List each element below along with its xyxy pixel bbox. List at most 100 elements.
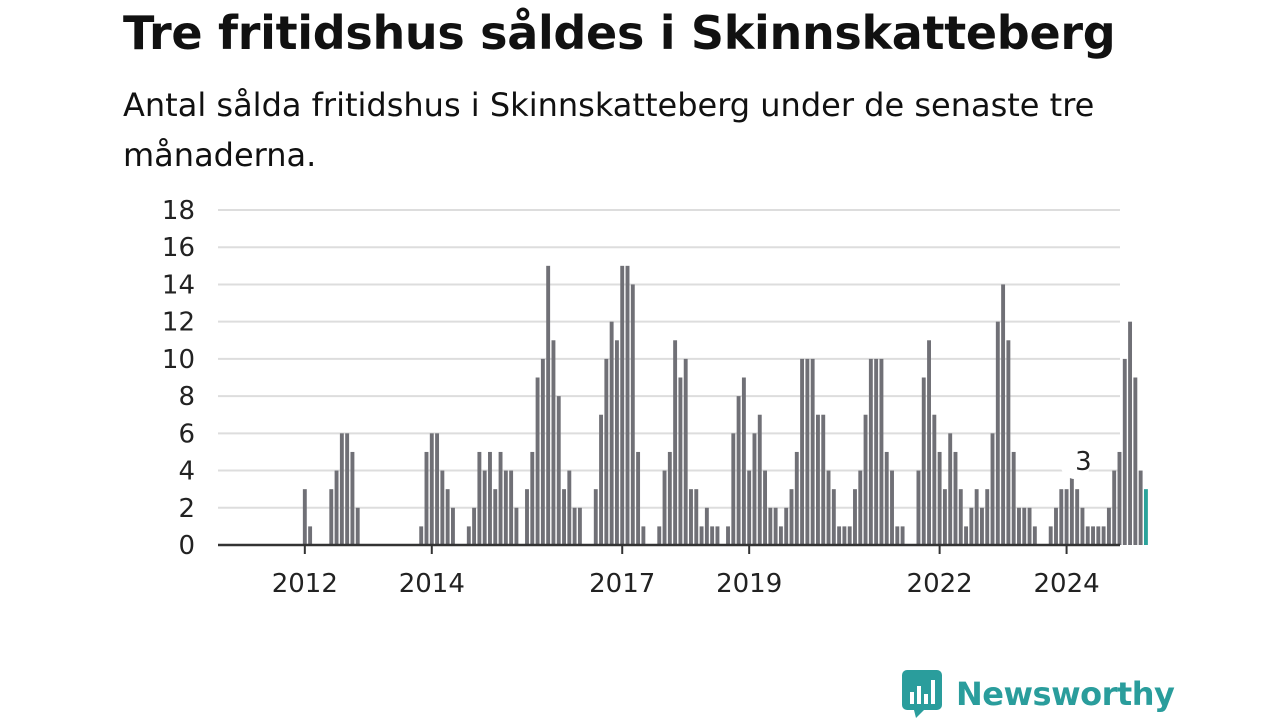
bar xyxy=(794,451,799,545)
bar xyxy=(429,433,434,545)
bar xyxy=(530,451,535,545)
bar xyxy=(445,489,450,545)
bar xyxy=(556,396,561,545)
y-tick-label: 4 xyxy=(178,457,195,487)
bar xyxy=(1096,526,1101,545)
bar xyxy=(699,526,704,545)
bar xyxy=(577,507,582,545)
bar xyxy=(334,470,339,545)
bar xyxy=(858,470,863,545)
bar xyxy=(1085,526,1090,545)
bar xyxy=(567,470,572,545)
bar xyxy=(1122,358,1127,545)
bar xyxy=(657,526,662,545)
bar xyxy=(773,507,778,545)
x-tick-label: 2019 xyxy=(716,569,782,599)
bar xyxy=(831,489,836,545)
bar xyxy=(974,489,979,545)
bar xyxy=(466,526,471,545)
bar xyxy=(805,358,810,545)
bar xyxy=(1080,507,1085,545)
bar xyxy=(741,377,746,545)
bar xyxy=(1011,451,1016,545)
chart-subtitle: Antal sålda fritidshus i Skinnskatteberg… xyxy=(123,86,1095,174)
bar xyxy=(979,507,984,545)
bar xyxy=(1006,340,1011,545)
bar xyxy=(339,433,344,545)
bar xyxy=(683,358,688,545)
y-tick-label: 10 xyxy=(162,345,195,375)
bar xyxy=(673,340,678,545)
bar xyxy=(726,526,730,545)
bar xyxy=(540,358,545,545)
bar xyxy=(1133,377,1138,545)
x-tick-label: 2017 xyxy=(589,569,655,599)
bar xyxy=(355,507,360,545)
bar xyxy=(482,470,487,545)
bar xyxy=(350,451,355,545)
x-tick-label: 2024 xyxy=(1033,569,1099,599)
bar xyxy=(747,470,752,545)
bar xyxy=(1101,526,1106,545)
bar xyxy=(958,489,963,545)
bar xyxy=(525,489,529,545)
bar xyxy=(863,414,868,545)
bar xyxy=(842,526,847,545)
bar xyxy=(1027,507,1032,545)
y-tick-label: 6 xyxy=(178,419,195,449)
bar xyxy=(662,470,667,545)
bar xyxy=(604,358,609,545)
bar xyxy=(1064,489,1069,545)
bar xyxy=(440,470,445,545)
x-tick-label: 2012 xyxy=(272,569,338,599)
bar xyxy=(1069,470,1074,545)
bar xyxy=(853,489,857,545)
bar xyxy=(704,507,709,545)
bar xyxy=(424,451,429,545)
bar xyxy=(308,526,313,545)
bar xyxy=(450,507,455,545)
bar xyxy=(514,507,519,545)
bar xyxy=(942,489,947,545)
bar xyxy=(488,451,492,545)
bar xyxy=(985,489,990,545)
bar xyxy=(884,451,889,545)
y-tick-label: 18 xyxy=(162,196,195,226)
bar xyxy=(921,377,926,545)
bar xyxy=(1091,526,1095,545)
bar xyxy=(546,265,551,545)
bar xyxy=(1022,507,1027,545)
bar xyxy=(916,470,921,545)
bar xyxy=(599,414,604,545)
bar xyxy=(826,470,831,545)
bar xyxy=(1001,284,1006,545)
bar xyxy=(874,358,879,545)
bar xyxy=(731,433,736,545)
bar xyxy=(641,526,646,545)
bar xyxy=(927,340,931,545)
bar-latest xyxy=(1143,489,1148,545)
bar xyxy=(784,507,789,545)
bar xyxy=(995,321,1000,545)
bar xyxy=(572,507,577,545)
y-tick-label: 8 xyxy=(178,382,195,412)
bar xyxy=(757,414,762,545)
bar xyxy=(503,470,508,545)
y-tick-label: 0 xyxy=(178,531,195,561)
y-tick-label: 12 xyxy=(162,308,195,338)
bar xyxy=(551,340,556,545)
bar xyxy=(477,451,482,545)
bar xyxy=(472,507,477,545)
chart-title: Tre fritidshus såldes i Skinnskatteberg xyxy=(123,6,1116,60)
bar xyxy=(932,414,937,545)
bar xyxy=(1112,470,1117,545)
bar xyxy=(948,433,953,545)
bar xyxy=(1059,489,1064,545)
bar xyxy=(620,265,625,545)
bar xyxy=(778,526,783,545)
bar xyxy=(694,489,699,545)
bar xyxy=(715,526,720,545)
value-label-halo xyxy=(1060,449,1091,480)
bar xyxy=(1075,489,1080,545)
